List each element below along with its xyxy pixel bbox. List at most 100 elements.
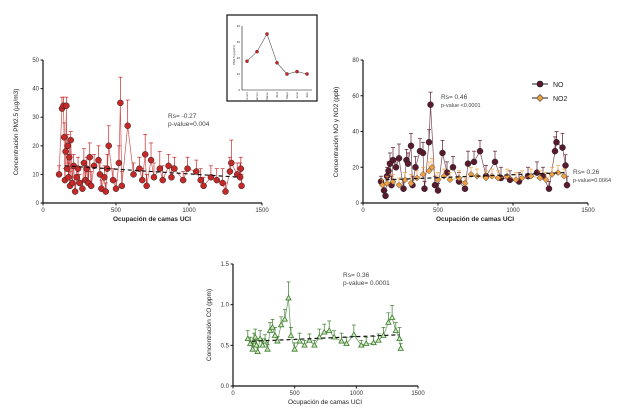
data-point: [551, 147, 559, 155]
data-point: [124, 122, 131, 130]
data-point: [404, 160, 412, 167]
data-point: [562, 162, 569, 169]
data-point: [512, 176, 520, 184]
data-point: [168, 174, 175, 181]
y-axis-label: Concentración NO y NO2 (ppb): [333, 87, 340, 178]
data-point: [383, 179, 391, 187]
x-tick-label: 500: [111, 208, 122, 214]
data-point: [553, 138, 560, 146]
data-point: [171, 165, 178, 172]
data-point: [428, 163, 436, 171]
data-point: [527, 172, 535, 180]
data-point: [291, 345, 298, 352]
data-point: [115, 159, 123, 167]
data-point: [63, 165, 71, 172]
data-point: [395, 155, 403, 162]
data-point: [200, 182, 207, 190]
x-tick-label: 1000: [506, 208, 520, 214]
data-point: [143, 182, 150, 190]
inset-x-tick-label: Mayo: [285, 92, 289, 99]
data-point: [461, 179, 469, 187]
data-point: [184, 165, 191, 172]
data-point: [419, 149, 427, 157]
data-point: [249, 345, 257, 352]
y-tick-label: 10: [32, 172, 39, 178]
data-point: [55, 171, 63, 178]
data-point: [560, 172, 568, 180]
data-point: [266, 327, 274, 333]
data-point: [380, 187, 388, 194]
data-point: [559, 144, 566, 151]
trend-line: [64, 165, 241, 178]
trend-line: [385, 172, 566, 181]
inset-data-point: [255, 49, 259, 54]
data-point: [259, 341, 266, 348]
data-point: [68, 179, 76, 187]
data-point: [389, 178, 397, 185]
data-point: [362, 340, 370, 346]
y-tick-label: 0: [356, 201, 360, 207]
x-tick-label: 500: [433, 208, 444, 214]
data-point: [388, 314, 396, 320]
annotation-pvalue: p-value=0.004: [168, 121, 210, 128]
data-point: [396, 335, 403, 342]
data-point: [86, 153, 93, 161]
data-point: [269, 323, 276, 330]
data-point: [311, 341, 318, 348]
data-point: [73, 174, 80, 181]
x-axis-label: Ocupación de camas UCI: [113, 216, 191, 223]
data-point: [237, 165, 245, 172]
x-tick-label: 1500: [581, 208, 595, 214]
inset-data-point: [245, 59, 249, 63]
data-point: [425, 138, 433, 146]
data-point: [60, 133, 68, 141]
inset-x-tick-label: Marzo: [265, 92, 269, 100]
data-point: [285, 294, 292, 301]
inset-y-tick-label: 0: [238, 88, 240, 92]
data-point: [102, 188, 110, 195]
data-point: [482, 174, 490, 182]
series-co: [244, 281, 405, 355]
data-point: [412, 164, 419, 171]
data-point: [251, 333, 259, 340]
x-tick-label: 0: [41, 208, 45, 214]
series-no2: [379, 157, 568, 189]
data-point: [301, 341, 308, 348]
y-axis-label: Concentración CO (ppm): [206, 289, 213, 361]
x-axis-label: Ocupación de camas UCI: [288, 399, 362, 406]
data-point: [464, 160, 472, 167]
data-point: [343, 340, 350, 346]
data-point: [370, 339, 377, 346]
legend-marker-no2: [536, 94, 544, 102]
inset-x-tick-label: Febrero: [255, 92, 259, 102]
y-tick-label: 50: [32, 58, 39, 64]
data-point: [554, 169, 562, 176]
data-point: [213, 176, 220, 184]
data-point: [395, 181, 403, 189]
data-point: [325, 327, 333, 333]
data-point: [440, 172, 448, 180]
legend: NO NO2: [532, 80, 568, 103]
data-point: [392, 164, 400, 171]
data-point: [277, 321, 285, 328]
y-tick-label: 0.0: [221, 384, 230, 390]
inset-data-point: [295, 69, 299, 74]
data-point: [62, 148, 69, 155]
data-point: [139, 176, 146, 184]
data-point: [421, 185, 428, 192]
inset-y-tick-label: 10: [237, 72, 241, 76]
legend-marker-no: [536, 80, 544, 88]
x-tick-label: 1000: [350, 391, 364, 397]
x-tick-label: 500: [290, 391, 301, 397]
data-point: [545, 185, 553, 192]
data-point: [66, 153, 73, 161]
x-tick-label: 1500: [411, 391, 425, 397]
chart-no-no2: Ocupación de camas UCI Concentración NO …: [333, 58, 611, 223]
chart-pm25: Ocupación de camas UCI Concentración PM2…: [13, 58, 269, 223]
annotation-rs: Rs= -0.27: [168, 113, 197, 120]
inset-x-tick-label: Enero: [245, 92, 249, 100]
inset-data-point: [285, 72, 289, 76]
data-point: [254, 348, 261, 355]
data-point: [542, 176, 550, 184]
data-point: [112, 185, 120, 192]
